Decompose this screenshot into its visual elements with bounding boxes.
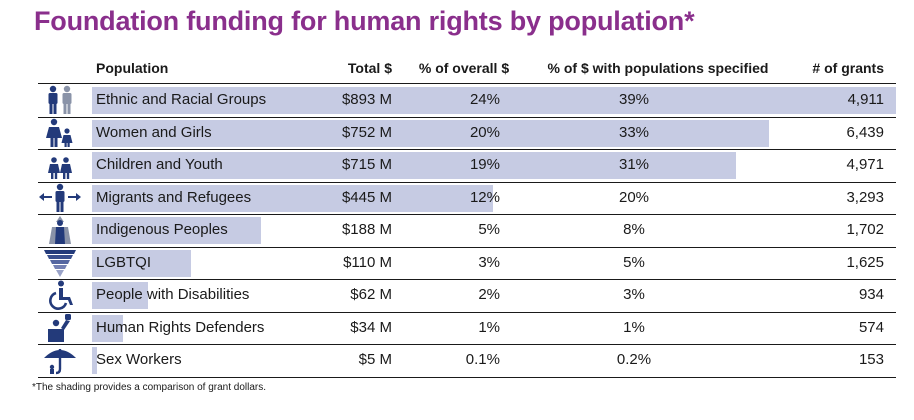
table-row: Children and Youth $715 M 19% 31% 4,971	[38, 149, 896, 181]
row-rule	[38, 181, 896, 183]
header-grants: # of grants	[812, 60, 884, 76]
rainbow-triangle-icon	[38, 248, 82, 278]
shading-bar	[92, 314, 123, 342]
shading-bar	[92, 152, 736, 179]
population-cell: Human Rights Defenders	[96, 318, 265, 336]
row-rule	[38, 214, 896, 215]
pct-specified-cell: 0.2%	[616, 351, 652, 368]
pct-specified-cell: 33%	[618, 123, 650, 141]
shading-bar	[92, 249, 192, 277]
grants-cell: 1,625	[846, 253, 884, 271]
total-cell: $752 M	[341, 123, 392, 141]
pct-overall-cell: 3%	[478, 253, 500, 271]
pct-specified-cell: 5%	[623, 253, 645, 271]
shading-bar	[92, 347, 97, 374]
pct-specified-cell: 20%	[618, 188, 650, 206]
pct-specified-cell: 1%	[623, 318, 645, 336]
shading-bar	[92, 119, 770, 147]
row-rule	[38, 311, 896, 313]
population-cell: People with Disabilities	[96, 286, 250, 303]
pct-overall-cell: 0.1%	[465, 351, 500, 368]
pct-overall-cell: 1%	[478, 318, 500, 336]
grants-cell: 6,439	[846, 123, 884, 141]
table-row: Women and Girls $752 M 20% 33% 6,439	[38, 117, 896, 149]
row-rule	[38, 344, 896, 345]
migrant-arrows-icon	[38, 183, 82, 213]
pct-specified-cell: 31%	[618, 156, 650, 173]
pct-overall-cell: 12%	[469, 188, 500, 206]
header-total: Total $	[347, 60, 392, 76]
umbrella-icon	[38, 345, 82, 375]
chart-title: Foundation funding for human rights by p…	[34, 6, 695, 36]
table-row: Indigenous Peoples $188 M 5% 8% 1,702	[38, 214, 896, 246]
total-cell: $893 M	[341, 91, 392, 108]
row-rule	[38, 116, 896, 118]
row-rule	[38, 376, 896, 378]
total-cell: $110 M	[343, 253, 392, 271]
table-row: Migrants and Refugees $445 M 12% 20% 3,293	[38, 182, 896, 214]
children-icon	[38, 150, 82, 180]
pct-overall-cell: 20%	[469, 123, 500, 141]
shading-bar	[92, 282, 148, 309]
people-pair-icon	[38, 85, 82, 115]
row-rule	[38, 279, 896, 280]
population-cell: Women and Girls	[96, 123, 212, 141]
indigenous-people-icon	[38, 215, 82, 245]
grants-cell: 574	[858, 318, 884, 336]
header-pct-overall: % of overall $	[418, 60, 510, 76]
grants-cell: 3,293	[846, 188, 884, 206]
shading-bar	[92, 87, 896, 114]
header-population: Population	[96, 60, 169, 76]
shading-bar	[92, 217, 262, 244]
row-rule	[38, 149, 896, 150]
grants-cell: 4,911	[847, 91, 884, 108]
total-cell: $5 M	[358, 351, 392, 368]
total-cell: $445 M	[341, 188, 392, 206]
population-cell: Ethnic and Racial Groups	[96, 91, 267, 108]
table-row: People with Disabilities $62 M 2% 3% 934	[38, 279, 896, 311]
pct-overall-cell: 5%	[478, 221, 500, 238]
total-cell: $62 M	[350, 286, 392, 303]
shading-bar	[92, 184, 493, 212]
grants-cell: 4,971	[846, 156, 884, 173]
population-cell: Indigenous Peoples	[96, 221, 228, 238]
pct-overall-cell: 19%	[469, 156, 500, 173]
table-header: Population Total $ % of overall $ % of $…	[38, 56, 896, 80]
pct-overall-cell: 24%	[469, 91, 500, 108]
wheelchair-icon	[38, 280, 82, 310]
table-row: Human Rights Defenders $34 M 1% 1% 574	[38, 312, 896, 344]
total-cell: $34 M	[350, 318, 392, 336]
table-row: Ethnic and Racial Groups $893 M 24% 39% 4,91…	[38, 84, 896, 116]
population-cell: LGBTQI	[96, 253, 152, 271]
grants-cell: 934	[858, 286, 884, 303]
woman-girl-icon	[38, 118, 82, 148]
grants-cell: 1,702	[846, 221, 884, 238]
pct-specified-cell: 3%	[623, 286, 645, 303]
total-cell: $715 M	[341, 156, 392, 173]
population-cell: Migrants and Refugees	[96, 188, 252, 206]
table-row: LGBTQI $110 M 3% 5% 1,625	[38, 247, 896, 279]
population-cell: Children and Youth	[96, 156, 223, 173]
footnote: *The shading provides a comparison of gr…	[32, 382, 267, 393]
population-cell: Sex Workers	[96, 351, 182, 368]
raised-fist-person-icon	[38, 313, 82, 343]
total-cell: $188 M	[341, 221, 392, 238]
grants-cell: 153	[858, 351, 884, 368]
pct-specified-cell: 39%	[618, 91, 650, 108]
pct-overall-cell: 2%	[478, 286, 500, 303]
table-row: Sex Workers $5 M 0.1% 0.2% 153	[38, 344, 896, 376]
pct-specified-cell: 8%	[623, 221, 645, 238]
row-rule	[38, 246, 896, 248]
header-rule	[38, 83, 896, 84]
header-pct-specified: % of $ with populations specified	[547, 60, 769, 76]
